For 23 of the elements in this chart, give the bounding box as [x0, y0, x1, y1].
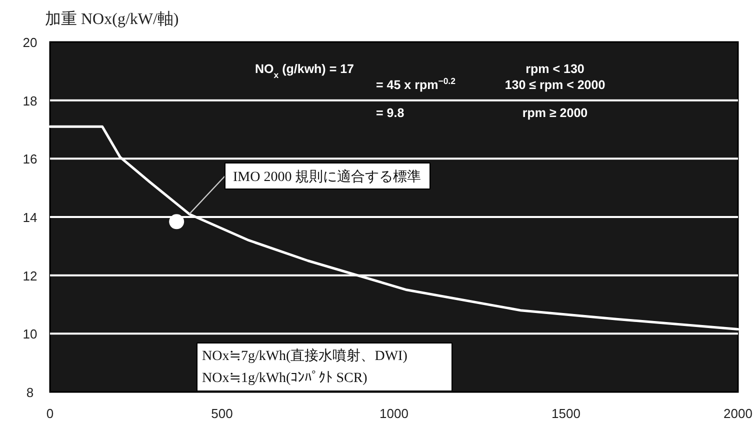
x-tick-label: 1500 [552, 406, 580, 421]
x-tick-label: 0 [46, 406, 54, 421]
y-tick-label: 14 [22, 210, 38, 225]
y-tick-label: 18 [22, 93, 38, 108]
annotation: 130 ≤ rpm < 2000 [504, 78, 606, 92]
annotation: = 9.8 [376, 106, 404, 120]
annotation: NOx≒7g/kWh(直接水噴射、DWI) [202, 348, 408, 364]
annotation: rpm < 130 [526, 62, 584, 76]
annotation: IMO 2000 規則に適合する標準 [233, 169, 422, 185]
annotation: NOx≒1g/kWh(ｺﾝﾊﾟｸﾄ SCR) [202, 370, 368, 386]
annotation: rpm ≥ 2000 [522, 106, 588, 120]
chart-title: 加重 NOx(g/kW/軸) [45, 10, 179, 28]
y-tick-label: 8 [26, 385, 34, 400]
annotation: NO$_{x}$ (g/kwh) = 17 [255, 62, 354, 80]
annotation: = 45 x rpm$^{−0.2}$ [376, 76, 456, 92]
y-tick-label: 20 [22, 35, 38, 50]
x-tick-label: 500 [211, 406, 233, 421]
y-tick-label: 10 [22, 326, 38, 342]
x-tick-label: 2000 [724, 406, 752, 421]
x-tick-label: 1000 [380, 406, 408, 421]
line-series [48, 125, 740, 331]
y-tick-label: 16 [22, 152, 38, 167]
y-tick-label: 12 [22, 268, 38, 284]
